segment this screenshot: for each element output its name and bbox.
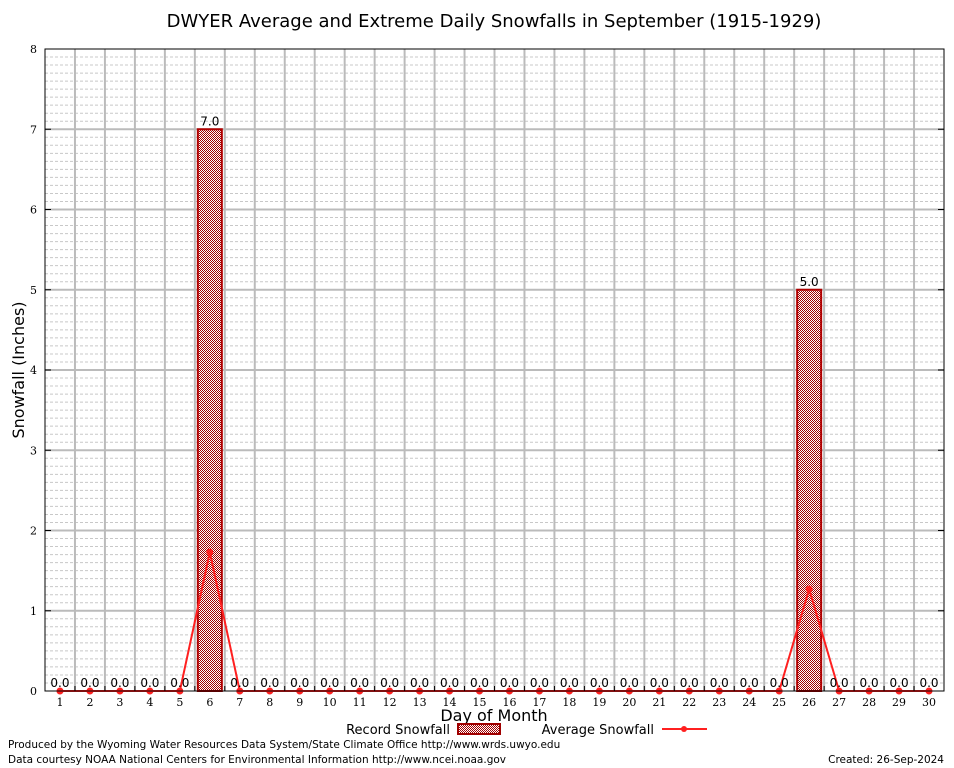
x-tick-label: 8 bbox=[266, 696, 273, 709]
x-tick-label: 4 bbox=[146, 696, 153, 709]
x-tick-label: 18 bbox=[562, 696, 576, 709]
y-tick-label: 0 bbox=[30, 685, 37, 698]
y-tick-label: 6 bbox=[30, 204, 37, 217]
record-value-label: 0.0 bbox=[860, 676, 879, 690]
y-tick-label: 3 bbox=[30, 444, 37, 457]
record-value-label: 0.0 bbox=[440, 676, 459, 690]
average-point bbox=[805, 585, 813, 593]
record-value-label: 0.0 bbox=[770, 676, 789, 690]
footer-produced-by: Produced by the Wyoming Water Resources … bbox=[8, 739, 560, 751]
record-value-label: 0.0 bbox=[80, 676, 99, 690]
x-tick-label: 13 bbox=[413, 696, 427, 709]
record-value-label: 7.0 bbox=[200, 114, 219, 128]
x-tick-label: 16 bbox=[502, 696, 516, 709]
y-axis-label: Snowfall (Inches) bbox=[9, 301, 28, 438]
x-tick-label: 25 bbox=[772, 696, 786, 709]
x-tick-label: 3 bbox=[116, 696, 123, 709]
x-tick-label: 21 bbox=[652, 696, 666, 709]
record-value-label: 0.0 bbox=[560, 676, 579, 690]
x-tick-label: 6 bbox=[206, 696, 213, 709]
legend-record-label: Record Snowfall bbox=[346, 723, 450, 738]
y-tick-label: 8 bbox=[30, 43, 37, 56]
x-tick-label: 20 bbox=[622, 696, 636, 709]
record-bar bbox=[196, 128, 223, 692]
record-value-label: 0.0 bbox=[530, 676, 549, 690]
record-value-label: 0.0 bbox=[650, 676, 669, 690]
x-tick-label: 30 bbox=[922, 696, 936, 709]
record-value-label: 0.0 bbox=[380, 676, 399, 690]
record-value-label: 0.0 bbox=[470, 676, 489, 690]
x-tick-label: 29 bbox=[892, 696, 906, 709]
x-tick-label: 24 bbox=[742, 696, 756, 709]
y-tick-label: 4 bbox=[30, 364, 37, 377]
record-value-label: 0.0 bbox=[350, 676, 369, 690]
y-tick-label: 1 bbox=[30, 605, 37, 618]
average-point bbox=[206, 548, 214, 556]
record-value-label: 0.0 bbox=[620, 676, 639, 690]
legend-average-marker bbox=[681, 726, 687, 732]
y-tick-label: 7 bbox=[30, 123, 37, 136]
record-value-label: 0.0 bbox=[260, 676, 279, 690]
y-tick-label: 2 bbox=[30, 525, 37, 538]
footer-data-courtesy: Data courtesy NOAA National Centers for … bbox=[8, 754, 506, 766]
record-bar bbox=[796, 288, 823, 692]
y-tick-label: 5 bbox=[30, 284, 37, 297]
x-tick-label: 7 bbox=[236, 696, 243, 709]
record-value-label: 0.0 bbox=[320, 676, 339, 690]
record-value-label: 5.0 bbox=[800, 275, 819, 289]
footer-created: Created: 26-Sep-2024 bbox=[828, 754, 944, 766]
record-value-label: 0.0 bbox=[230, 676, 249, 690]
record-value-label: 0.0 bbox=[740, 676, 759, 690]
record-value-label: 0.0 bbox=[890, 676, 909, 690]
record-value-label: 0.0 bbox=[500, 676, 519, 690]
record-value-label: 0.0 bbox=[170, 676, 189, 690]
record-value-label: 0.0 bbox=[50, 676, 69, 690]
x-tick-label: 10 bbox=[323, 696, 337, 709]
x-tick-label: 22 bbox=[682, 696, 696, 709]
x-tick-label: 12 bbox=[383, 696, 397, 709]
x-tick-label: 1 bbox=[56, 696, 63, 709]
x-tick-label: 9 bbox=[296, 696, 303, 709]
record-value-label: 0.0 bbox=[830, 676, 849, 690]
chart-title: DWYER Average and Extreme Daily Snowfall… bbox=[167, 11, 822, 32]
x-tick-label: 27 bbox=[832, 696, 846, 709]
record-value-label: 0.0 bbox=[680, 676, 699, 690]
legend: Record Snowfall Average Snowfall bbox=[346, 723, 707, 738]
record-value-label: 0.0 bbox=[710, 676, 729, 690]
x-tick-label: 28 bbox=[862, 696, 876, 709]
x-tick-label: 26 bbox=[802, 696, 816, 709]
x-tick-label: 2 bbox=[86, 696, 93, 709]
x-tick-label: 5 bbox=[176, 696, 183, 709]
record-value-label: 0.0 bbox=[110, 676, 129, 690]
x-tick-label: 19 bbox=[592, 696, 606, 709]
record-value-label: 0.0 bbox=[140, 676, 159, 690]
x-tick-label: 17 bbox=[532, 696, 546, 709]
legend-average-label: Average Snowfall bbox=[542, 723, 654, 738]
record-value-label: 0.0 bbox=[290, 676, 309, 690]
x-axis-label: Day of Month bbox=[440, 706, 547, 725]
record-value-label: 0.0 bbox=[590, 676, 609, 690]
record-value-label: 0.0 bbox=[410, 676, 429, 690]
record-value-label: 0.0 bbox=[919, 676, 938, 690]
x-tick-label: 15 bbox=[473, 696, 487, 709]
legend-record-swatch bbox=[457, 723, 501, 735]
x-tick-label: 11 bbox=[353, 696, 367, 709]
x-tick-label: 14 bbox=[443, 696, 457, 709]
x-tick-label: 23 bbox=[712, 696, 726, 709]
